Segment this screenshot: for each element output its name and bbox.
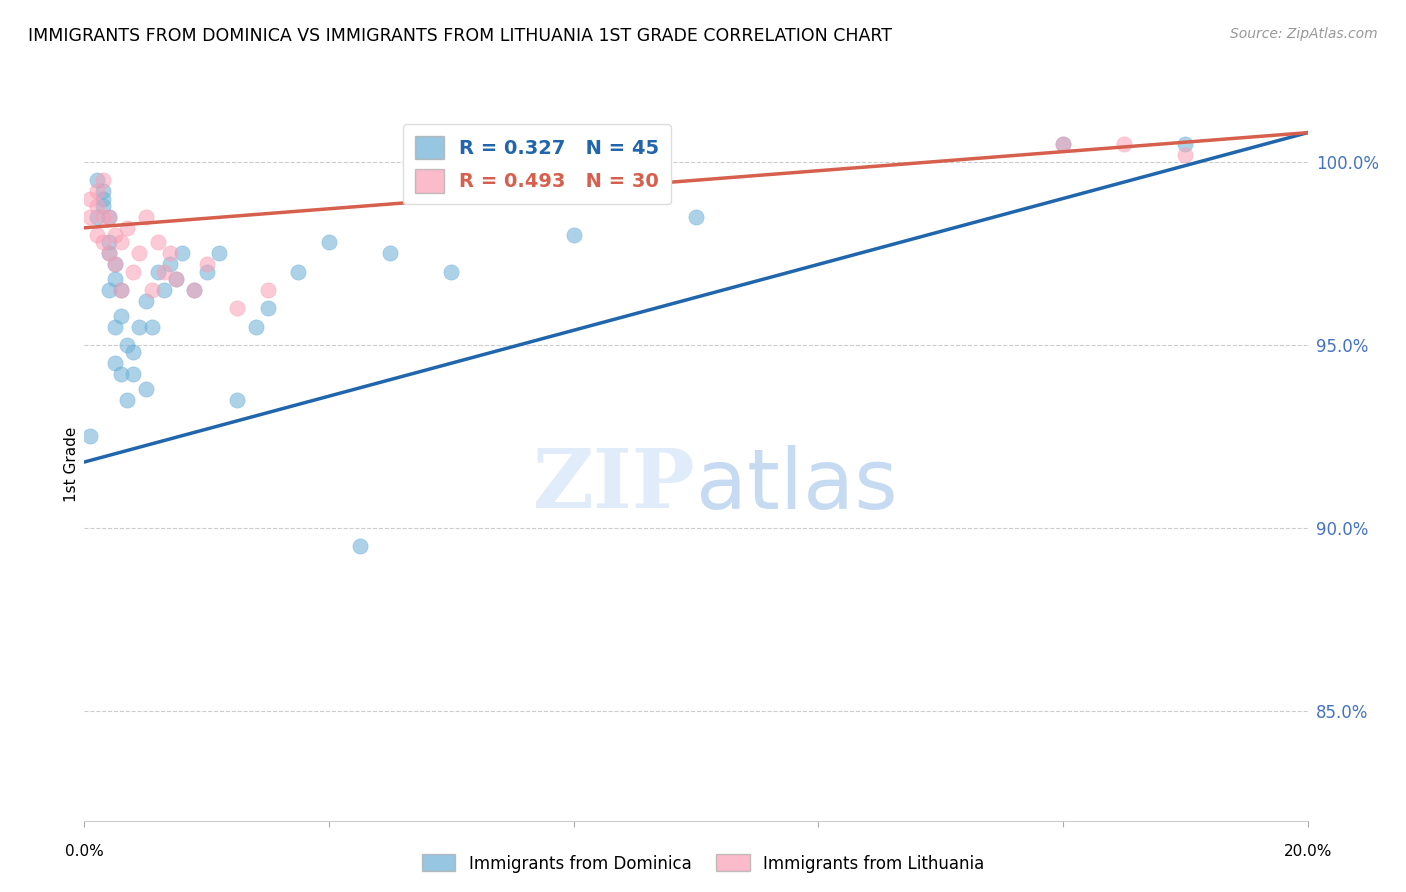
Point [1174,136,1197,151]
Point [86,184,108,198]
Point [86,210,108,224]
Point [153,265,176,279]
Point [91,184,114,198]
Point [104,257,127,271]
Legend: R = 0.327   N = 45, R = 0.493   N = 30: R = 0.327 N = 45, R = 0.493 N = 30 [404,124,671,204]
Point [287,265,309,279]
Point [226,301,249,316]
Point [146,265,169,279]
Point [128,319,150,334]
Point [159,257,181,271]
Point [562,228,585,243]
Point [1114,136,1136,151]
Point [104,228,127,243]
Point [110,309,132,323]
Point [97,283,120,297]
Point [380,246,402,260]
Point [97,235,120,250]
Point [97,246,120,260]
Point [1052,136,1074,151]
Point [349,539,371,553]
Point [128,246,150,260]
Text: Source: ZipAtlas.com: Source: ZipAtlas.com [1230,27,1378,41]
Point [97,210,120,224]
Legend: Immigrants from Dominica, Immigrants from Lithuania: Immigrants from Dominica, Immigrants fro… [415,847,991,880]
Point [97,246,120,260]
Point [146,235,169,250]
Point [195,257,218,271]
Point [165,272,187,286]
Point [110,283,132,297]
Point [115,392,138,407]
Point [104,272,127,286]
Point [86,199,108,213]
Point [195,265,218,279]
Point [257,283,280,297]
Point [122,265,145,279]
Point [141,319,163,334]
Point [1174,147,1197,161]
Point [79,210,101,224]
Point [1052,136,1074,151]
Point [208,246,231,260]
Text: ZIP: ZIP [533,445,696,525]
Point [91,235,114,250]
Point [257,301,280,316]
Point [104,356,127,370]
Point [104,257,127,271]
Point [440,265,463,279]
Point [165,272,187,286]
Point [122,345,145,359]
Point [183,283,205,297]
Point [86,173,108,187]
Point [141,283,163,297]
Point [122,367,145,381]
Point [685,210,707,224]
Point [135,293,157,308]
Point [115,338,138,352]
Point [318,235,340,250]
Point [86,228,108,243]
Text: 20.0%: 20.0% [1284,845,1331,859]
Point [91,192,114,206]
Point [226,392,249,407]
Point [172,246,194,260]
Point [159,246,181,260]
Point [110,283,132,297]
Point [97,210,120,224]
Point [153,283,176,297]
Text: 0.0%: 0.0% [65,845,104,859]
Point [245,319,267,334]
Point [104,319,127,334]
Point [91,199,114,213]
Point [183,283,205,297]
Point [115,220,138,235]
Point [91,173,114,187]
Point [110,235,132,250]
Point [79,192,101,206]
Point [135,382,157,396]
Y-axis label: 1st Grade: 1st Grade [63,426,79,501]
Point [135,210,157,224]
Point [79,429,101,443]
Point [110,367,132,381]
Text: IMMIGRANTS FROM DOMINICA VS IMMIGRANTS FROM LITHUANIA 1ST GRADE CORRELATION CHAR: IMMIGRANTS FROM DOMINICA VS IMMIGRANTS F… [28,27,893,45]
Text: atlas: atlas [696,445,897,525]
Point [91,210,114,224]
